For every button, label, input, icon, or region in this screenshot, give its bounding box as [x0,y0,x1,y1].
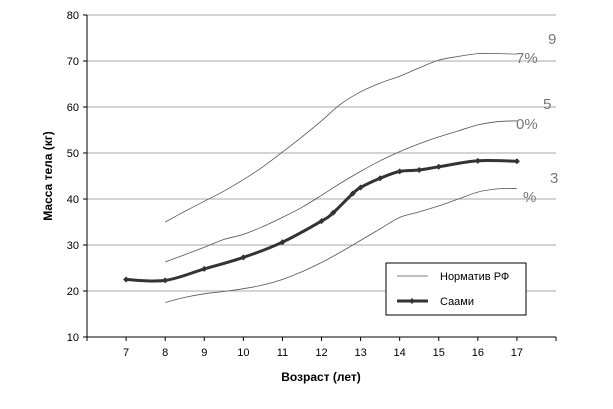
data-point-saami-5 [318,218,325,225]
x-tick-label-10: 10 [237,347,249,359]
percentile-label-3-top: 3 [550,170,558,187]
data-point-saami-8 [357,184,364,191]
data-point-saami-3 [240,254,247,261]
y-tick-label-20: 20 [67,286,79,298]
x-axis-title: Возраст (лет) [281,370,361,384]
x-tick-label-14: 14 [394,347,406,359]
data-point-saami-1 [162,277,169,284]
data-point-saami-10 [396,168,403,175]
y-axis-title: Масса тела (кг) [41,131,55,221]
data-point-saami-7 [349,190,356,197]
y-tick-label-10: 10 [67,332,79,344]
x-tick-label-16: 16 [472,347,484,359]
data-point-saami-0 [123,276,130,283]
y-tick-label-40: 40 [67,194,79,206]
x-tick-label-7: 7 [123,347,129,359]
legend-norm-label: Норматив РФ [440,271,509,283]
data-point-saami-2 [201,265,208,272]
x-tick-label-12: 12 [315,347,327,359]
data-point-saami-4 [279,239,286,246]
data-point-saami-12 [435,163,442,170]
x-tick-label-15: 15 [433,347,445,359]
percentile-labels: 9 7% 5 0% 3% [516,31,558,206]
data-point-saami-11 [416,167,423,174]
saami-series-group [123,157,520,284]
norm-series-group [165,53,517,303]
grid-lines [87,14,556,292]
data-point-saami-14 [513,158,520,165]
legend: Норматив РФ Саами [385,262,527,316]
axes [83,14,557,341]
series-line-norm-3 [165,188,517,303]
x-tick-label-11: 11 [277,347,288,359]
percentile-label-2-top: 5 [543,96,551,113]
y-tick-label-80: 80 [67,10,79,22]
series-line-norm-1 [165,53,517,223]
legend-saami-label: Саами [440,296,474,308]
y-tick-label-30: 30 [67,240,79,252]
x-tick-label-9: 9 [201,347,207,359]
legend-saami-marker [409,298,415,304]
percentile-label-1-top: 9 [548,31,556,48]
x-tick-labels: 7 8 9 10 11 12 13 14 15 16 17 [123,347,523,359]
x-tick-label-13: 13 [354,347,366,359]
data-point-saami-6 [330,209,337,216]
percentile-label-1-bottom: 7% [516,50,538,67]
percentile-label-2-bottom: 0% [516,116,538,133]
percentile-label-3-bottom: % [523,189,536,206]
x-tick-label-8: 8 [162,347,168,359]
y-tick-label-70: 70 [67,56,79,68]
legend-box [385,262,527,316]
data-point-saami-13 [474,157,481,164]
y-tick-label-50: 50 [67,148,79,160]
y-tick-label-60: 60 [67,102,79,114]
x-tick-label-17: 17 [511,347,523,359]
data-point-saami-9 [377,175,384,182]
series-line-norm-2 [165,120,517,263]
y-tick-labels: 10 20 30 40 50 60 70 80 [67,10,79,344]
